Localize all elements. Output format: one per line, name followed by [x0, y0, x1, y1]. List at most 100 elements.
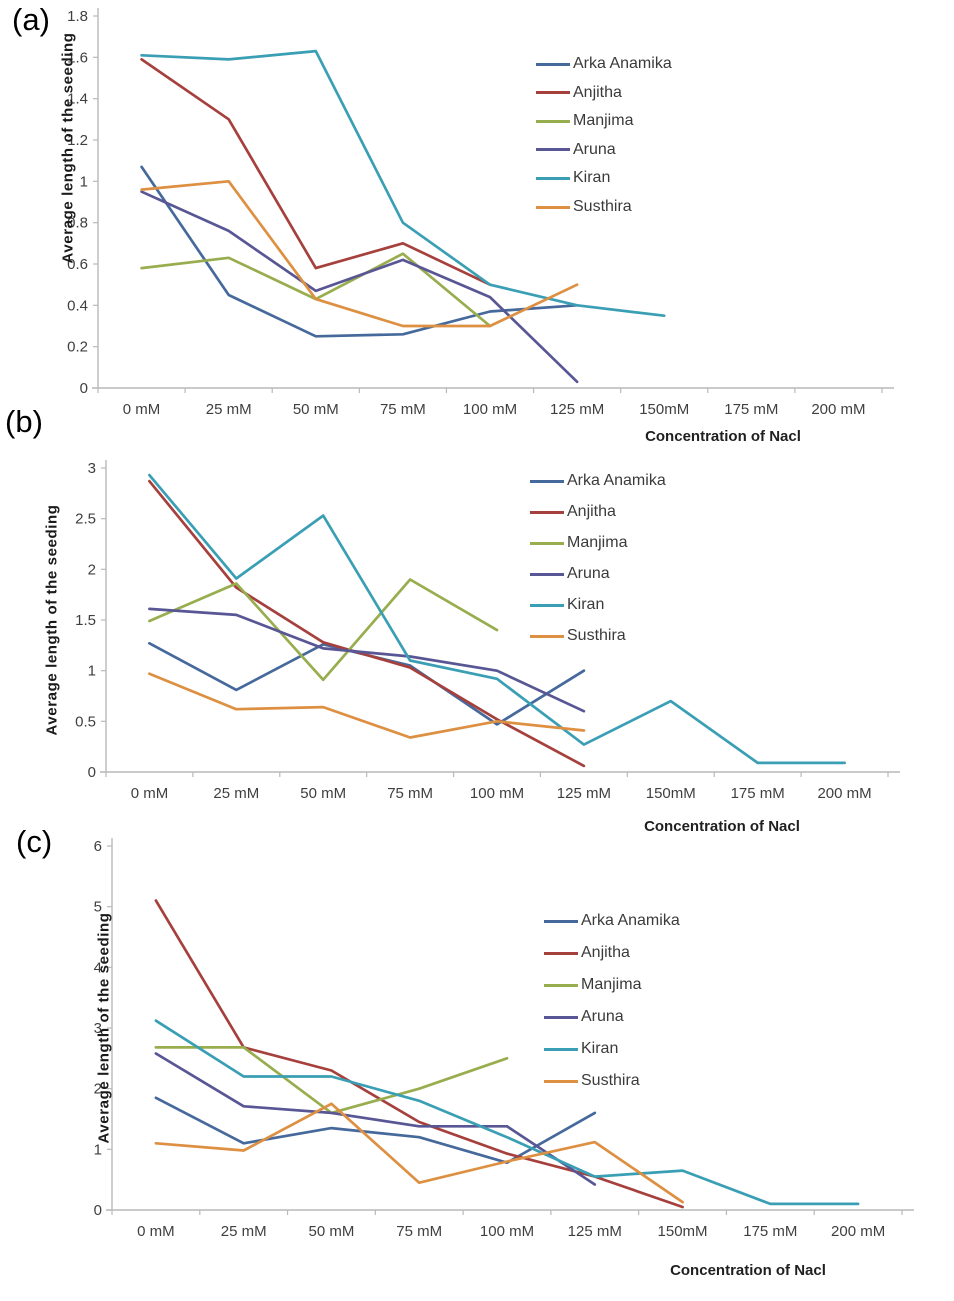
y-tick-label-b: 1 [88, 663, 96, 680]
x-tick-label-b: 175 mM [731, 785, 785, 802]
y-tick-label-a: 1.4 [67, 91, 88, 108]
y-tick-label-a: 0.4 [67, 297, 88, 314]
legend-swatch-susthira-b [530, 634, 564, 638]
x-tick-label-a: 125 mM [550, 401, 604, 418]
legend-item-manjima-c: Manjima [544, 976, 641, 994]
legend-item-anjitha-c: Anjitha [544, 944, 630, 962]
series-line-anjitha-a [140, 58, 492, 287]
y-tick-label-b: 0 [88, 764, 96, 781]
legend-swatch-susthira-a [536, 205, 570, 209]
x-axis-title-a: Concentration of Nacl [645, 428, 801, 445]
legend-swatch-arka-anamika-a [536, 62, 570, 66]
legend-swatch-anjitha-c [544, 951, 578, 955]
legend-label-anjitha-b: Anjitha [567, 503, 616, 520]
legend-label-manjima-a: Manjima [573, 112, 634, 130]
legend-label-susthira-b: Susthira [567, 627, 626, 644]
legend-swatch-kiran-a [536, 176, 570, 180]
y-tick-label-c: 5 [94, 899, 102, 916]
legend-swatch-susthira-c [544, 1079, 578, 1083]
legend-item-anjitha-b: Anjitha [530, 503, 616, 521]
x-tick-label-c: 0 mM [137, 1223, 175, 1240]
y-tick-label-a: 1 [80, 173, 88, 190]
x-tick-label-a: 75 mM [380, 401, 426, 418]
x-tick-label-b: 125 mM [557, 785, 611, 802]
y-tick-label-b: 1.5 [75, 612, 96, 629]
legend-item-aruna-a: Aruna [536, 141, 616, 159]
x-tick-label-a: 150mM [639, 401, 689, 418]
y-tick-label-a: 0.2 [67, 339, 88, 356]
legend-swatch-kiran-c [544, 1047, 578, 1051]
x-tick-label-a: 175 mM [724, 401, 778, 418]
y-tick-label-c: 3 [94, 1020, 102, 1037]
x-tick-label-b: 200 mM [817, 785, 871, 802]
x-tick-label-b: 100 mM [470, 785, 524, 802]
legend-label-kiran-c: Kiran [581, 1040, 619, 1057]
x-tick-label-a: 200 mM [811, 401, 865, 418]
x-tick-label-b: 25 mM [213, 785, 259, 802]
y-tick-label-c: 0 [94, 1202, 102, 1219]
series-line-manjima-b [148, 578, 499, 682]
x-tick-label-c: 100 mM [480, 1223, 534, 1240]
legend-swatch-anjitha-a [536, 91, 570, 95]
y-tick-label-b: 0.5 [75, 713, 96, 730]
y-tick-label-b: 2 [88, 561, 96, 578]
y-axis-title-b: Average length of the seeding [43, 504, 61, 736]
legend-item-kiran-a: Kiran [536, 169, 610, 187]
legend-label-anjitha-c: Anjitha [581, 944, 630, 961]
x-tick-label-b: 0 mM [131, 785, 169, 802]
legend-item-manjima-a: Manjima [536, 112, 633, 130]
series-line-susthira-c [154, 1102, 684, 1204]
series-line-kiran-a [140, 49, 666, 318]
series-line-arka-anamika-a [140, 165, 579, 338]
x-tick-label-a: 50 mM [293, 401, 339, 418]
legend-label-aruna-b: Aruna [567, 565, 610, 582]
legend-item-kiran-c: Kiran [544, 1040, 618, 1058]
y-tick-label-a: 0 [80, 380, 88, 397]
legend-swatch-aruna-a [536, 148, 570, 152]
x-axis-title-c: Concentration of Nacl [670, 1262, 826, 1279]
y-tick-label-c: 6 [94, 838, 102, 855]
legend-label-susthira-a: Susthira [573, 198, 632, 215]
legend-swatch-arka-anamika-b [530, 479, 564, 483]
legend-label-arka-anamika-b: Arka Anamika [567, 472, 666, 489]
legend-label-arka-anamika-c: Arka Anamika [581, 912, 680, 929]
legend-item-susthira-a: Susthira [536, 198, 632, 216]
y-tick-label-b: 2.5 [75, 511, 96, 528]
y-axis-title-c: Average length of the seeding [95, 912, 113, 1144]
panel-label-a: (a) [12, 2, 50, 37]
y-tick-label-c: 1 [94, 1141, 102, 1158]
x-tick-label-c: 75 mM [396, 1223, 442, 1240]
legend-item-anjitha-a: Anjitha [536, 84, 622, 102]
legend-swatch-manjima-a [536, 119, 570, 123]
x-tick-label-a: 100 mM [463, 401, 517, 418]
series-line-aruna-b [148, 607, 586, 713]
legend-swatch-aruna-c [544, 1015, 578, 1019]
x-tick-label-c: 25 mM [221, 1223, 267, 1240]
legend-item-arka-anamika-b: Arka Anamika [530, 472, 666, 490]
y-tick-label-c: 4 [94, 959, 102, 976]
legend-label-arka-anamika-a: Arka Anamika [573, 55, 672, 72]
legend-label-aruna-c: Aruna [581, 1008, 624, 1025]
legend-label-anjitha-a: Anjitha [573, 83, 622, 101]
x-tick-label-b: 150mM [646, 785, 696, 802]
legend-label-kiran-a: Kiran [573, 169, 611, 187]
legend-swatch-manjima-c [544, 983, 578, 987]
legend-item-aruna-c: Aruna [544, 1008, 624, 1026]
legend-label-kiran-b: Kiran [567, 596, 605, 613]
legend-swatch-kiran-b [530, 603, 564, 607]
legend-item-arka-anamika-c: Arka Anamika [544, 912, 680, 930]
series-line-arka-anamika-c [154, 1096, 597, 1165]
series-line-aruna-c [154, 1052, 597, 1186]
x-tick-label-b: 75 mM [387, 785, 433, 802]
y-tick-label-a: 1.8 [67, 8, 88, 25]
y-axis-title-a: Average length of the seeding [59, 32, 77, 264]
y-tick-label-a: 1.2 [67, 132, 88, 149]
legend-label-susthira-c: Susthira [581, 1072, 640, 1089]
legend-swatch-aruna-b [530, 572, 564, 576]
legend-label-aruna-a: Aruna [573, 140, 616, 158]
legend-item-susthira-c: Susthira [544, 1072, 640, 1090]
legend-item-susthira-b: Susthira [530, 627, 626, 645]
x-tick-label-c: 175 mM [743, 1223, 797, 1240]
legend-item-aruna-b: Aruna [530, 565, 610, 583]
